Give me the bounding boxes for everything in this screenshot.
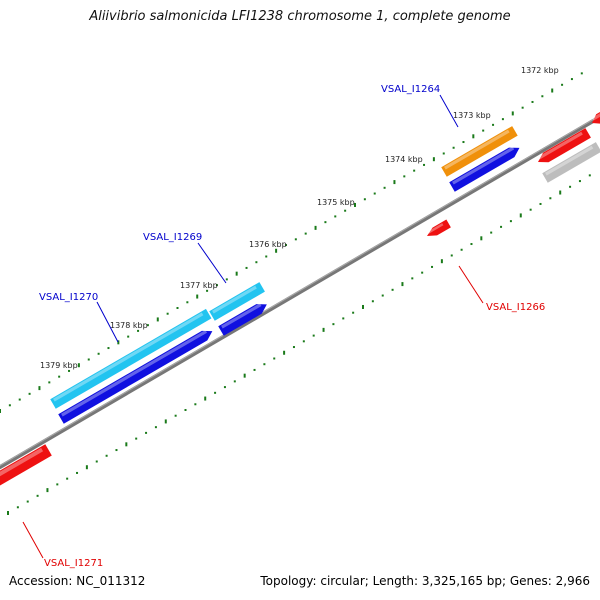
- gene-unlabeled-gray-body: [542, 142, 600, 183]
- connector-vsal-i1271: [22, 521, 44, 559]
- gene-vsal-i1267-highlight: [538, 131, 583, 160]
- gene-label-vsal-i1269[interactable]: VSAL_I1269: [143, 232, 202, 243]
- gene-vsal-i1270-cds-body: [58, 330, 213, 424]
- gene-vsal-i1266-highlight: [427, 223, 444, 234]
- gene-vsal-i1264[interactable]: [441, 126, 518, 177]
- gene-vsal-i1264-cds-highlight: [452, 146, 515, 185]
- scale-label-1374: 1374 kbp: [385, 155, 423, 164]
- gene-label-vsal-i1271[interactable]: VSAL_I1271: [44, 558, 103, 569]
- chromosome-backbone: [0, 115, 600, 470]
- gene-vsal-i1270-body: [50, 308, 212, 409]
- chromosome-backbone-highlight: [0, 115, 600, 467]
- scale-label-1378: 1378 kbp: [110, 321, 148, 330]
- scale-ticks: [0, 72, 591, 515]
- connector-vsal-i1269: [197, 242, 227, 284]
- gene-vsal-i1267-body: [538, 128, 591, 163]
- scale-label-1376: 1376 kbp: [249, 240, 287, 249]
- gene-vsal-i1268-body: [592, 111, 600, 124]
- gene-unlabeled-gray[interactable]: [542, 142, 600, 183]
- gene-vsal-i1271[interactable]: [0, 444, 52, 490]
- scale-label-1379: 1379 kbp: [40, 361, 78, 370]
- gene-vsal-i1266[interactable]: [427, 219, 451, 236]
- gene-vsal-i1264-cds[interactable]: [449, 146, 520, 192]
- accession-text: Accession: NC_011312: [9, 574, 146, 588]
- gene-vsal-i1270-highlight: [53, 312, 204, 402]
- connector-vsal-i1266: [458, 265, 484, 304]
- gene-vsal-i1269-cds-highlight: [221, 303, 262, 329]
- gene-vsal-i1264-highlight: [444, 129, 510, 170]
- gene-vsal-i1269[interactable]: [209, 282, 265, 321]
- scale-label-1375: 1375 kbp: [317, 198, 355, 207]
- gene-vsal-i1271-body: [0, 444, 52, 486]
- gene-vsal-i1270[interactable]: [50, 308, 212, 409]
- gene-vsal-i1268-highlight: [591, 113, 600, 121]
- gene-label-vsal-i1270[interactable]: VSAL_I1270: [39, 292, 98, 303]
- scale-label-1372: 1372 kbp: [521, 66, 559, 75]
- gene-vsal-i1269-cds[interactable]: [218, 303, 267, 336]
- gene-vsal-i1266-body: [427, 219, 451, 236]
- scale-label-1377: 1377 kbp: [180, 281, 218, 290]
- gene-vsal-i1269-highlight: [212, 285, 257, 314]
- gene-label-vsal-i1264[interactable]: VSAL_I1264: [381, 84, 440, 95]
- scale-label-1373: 1373 kbp: [453, 111, 491, 120]
- genome-summary-text: Topology: circular; Length: 3,325,165 bp…: [260, 574, 590, 588]
- gene-unlabeled-gray-highlight: [545, 145, 594, 176]
- connector-vsal-i1270: [96, 301, 119, 343]
- connector-vsal-i1264: [439, 94, 459, 128]
- map-title: Aliivibrio salmonicida LFI1238 chromosom…: [89, 9, 511, 24]
- gene-vsal-i1270-cds[interactable]: [58, 329, 213, 424]
- gene-vsal-i1270-cds-highlight: [61, 329, 208, 417]
- gene-vsal-i1267[interactable]: [538, 128, 591, 163]
- gene-vsal-i1268[interactable]: [591, 108, 600, 124]
- gene-vsal-i1269-cds-body: [218, 304, 267, 336]
- gene-vsal-i1264-cds-body: [449, 147, 520, 192]
- gene-vsal-i1269-body: [209, 282, 265, 321]
- gene-vsal-i1264-body: [441, 126, 518, 177]
- gene-label-vsal-i1266[interactable]: VSAL_I1266: [486, 302, 545, 313]
- gene-vsal-i1271-highlight: [0, 447, 44, 477]
- gene-features: [0, 108, 600, 490]
